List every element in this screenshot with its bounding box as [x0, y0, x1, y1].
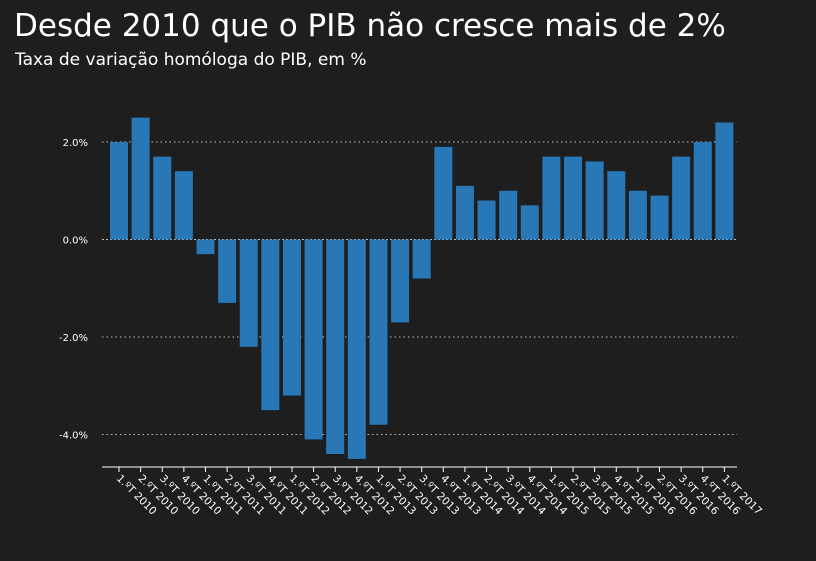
bar — [499, 190, 518, 240]
bars — [110, 117, 734, 459]
bar — [369, 239, 388, 425]
bar — [564, 156, 583, 240]
y-tick-labels: 2.0% 0.0% -2.0% -4.0% — [59, 138, 88, 442]
bar — [282, 239, 301, 396]
bar — [628, 190, 647, 240]
bar — [412, 239, 431, 279]
chart-title: Desde 2010 que o PIB não cresce mais de … — [14, 8, 726, 44]
bar — [607, 171, 626, 240]
bar — [455, 185, 474, 240]
bar — [347, 239, 366, 459]
bar — [542, 156, 561, 240]
bar — [391, 239, 410, 323]
y-tick-label: -4.0% — [59, 431, 88, 442]
bar — [715, 122, 734, 240]
bar — [693, 142, 712, 240]
bar — [304, 239, 323, 440]
bar — [434, 146, 453, 240]
grid-lines — [102, 141, 737, 435]
y-tick-label: 2.0% — [63, 138, 88, 149]
bar — [261, 239, 280, 411]
x-axis — [102, 466, 737, 472]
bar — [239, 239, 258, 347]
bar — [131, 117, 150, 240]
y-tick-label: 0.0% — [63, 236, 88, 247]
bar — [110, 142, 128, 240]
chart-subtitle: Taxa de variação homóloga do PIB, em % — [15, 50, 367, 70]
bar — [174, 171, 193, 240]
bar — [650, 195, 669, 240]
bar — [672, 156, 691, 240]
bar — [477, 200, 496, 240]
bar — [153, 156, 172, 240]
bar — [520, 205, 539, 240]
bar — [218, 239, 237, 303]
y-tick-label: -2.0% — [59, 333, 88, 344]
bar — [196, 239, 215, 255]
bar — [585, 161, 604, 240]
bar — [326, 239, 345, 454]
